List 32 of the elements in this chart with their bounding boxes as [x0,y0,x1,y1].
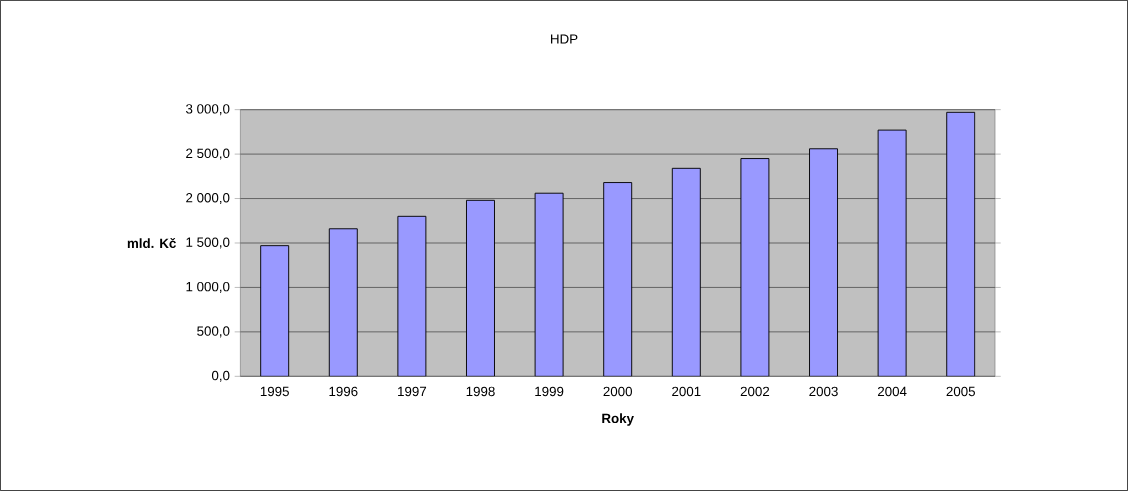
x-tick-label: 2005 [946,386,975,397]
bar [946,111,976,377]
x-tick-label: 1995 [260,386,289,397]
y-tick-label: 1 000,0 [186,281,230,293]
y-axis-title: mld. Kč [127,237,176,249]
x-tick-label: 1996 [329,386,358,397]
y-tick-label: 500,0 [197,326,230,338]
bar [260,245,290,377]
x-tick-label: 2000 [603,386,633,397]
y-tick-label: 2 500,0 [186,148,230,160]
bar [603,182,633,377]
bar [397,215,427,377]
bar [809,148,838,377]
x-tick-label: 2001 [672,386,701,397]
x-tick-label: 1999 [535,386,564,397]
chart-title: HDP [551,34,578,44]
x-tick-label: 2004 [877,386,907,397]
x-tick-label: 1997 [398,386,427,397]
bar [740,158,770,377]
x-tick-label: 2003 [809,386,838,397]
y-tick-label: 1 500,0 [186,237,230,249]
bar [671,167,701,377]
x-axis-title: Roky [602,413,634,426]
x-tick-label: 1998 [466,386,495,397]
x-tick-label: 2002 [740,386,770,397]
bar [877,129,907,377]
y-tick-label: 0,0 [211,370,230,382]
bar [466,199,495,377]
bar [328,228,358,377]
bar [534,192,564,377]
y-tick-label: 3 000,0 [185,104,230,116]
y-tick-label: 2 000,0 [186,193,230,205]
